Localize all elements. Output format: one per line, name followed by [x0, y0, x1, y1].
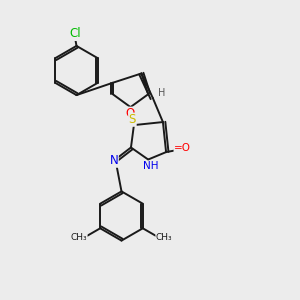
Text: H: H [158, 88, 166, 98]
Text: NH: NH [143, 161, 158, 171]
Text: =O: =O [174, 143, 191, 153]
Text: O: O [125, 107, 134, 120]
Text: N: N [110, 154, 118, 167]
Text: CH₃: CH₃ [156, 233, 172, 242]
Text: S: S [129, 113, 136, 126]
Text: Cl: Cl [69, 27, 81, 40]
Text: CH₃: CH₃ [70, 233, 87, 242]
